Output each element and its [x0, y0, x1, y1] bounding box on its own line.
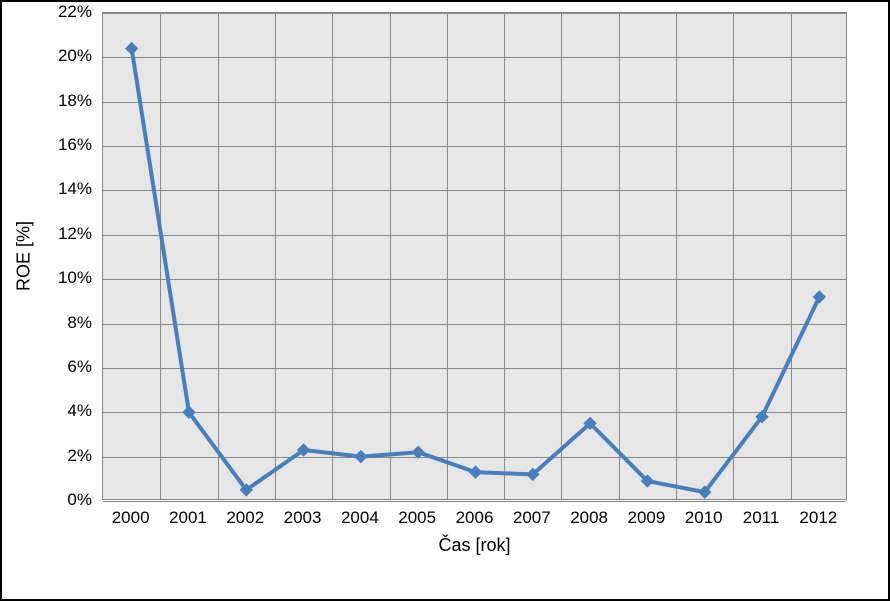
x-tick-label: 2011: [743, 508, 780, 528]
x-tick-label: 2000: [112, 508, 150, 528]
y-tick-label: 12%: [42, 224, 92, 244]
data-series: [103, 13, 848, 501]
y-tick-label: 16%: [42, 135, 92, 155]
x-tick-label: 2002: [226, 508, 264, 528]
x-tick-label: 2012: [799, 508, 837, 528]
series-line: [132, 48, 820, 492]
y-tick-label: 20%: [42, 46, 92, 66]
y-tick-label: 0%: [42, 490, 92, 510]
data-marker: [470, 466, 482, 478]
x-tick-label: 2004: [341, 508, 379, 528]
grid-line: [103, 501, 846, 502]
plot-area: [102, 12, 847, 500]
x-axis-title: Čas [rok]: [438, 535, 510, 556]
y-tick-label: 8%: [42, 313, 92, 333]
x-tick-label: 2006: [456, 508, 494, 528]
x-tick-label: 2005: [398, 508, 436, 528]
y-tick-label: 2%: [42, 446, 92, 466]
x-tick-label: 2001: [169, 508, 207, 528]
y-tick-label: 4%: [42, 401, 92, 421]
chart-frame: ROE [%] Čas [rok] 0% 2% 4% 6% 8% 10% 12% 14% 16%…: [0, 0, 890, 601]
chart: ROE [%] Čas [rok] 0% 2% 4% 6% 8% 10% 12% 14% 16%…: [17, 12, 873, 589]
y-tick-label: 6%: [42, 357, 92, 377]
x-tick-label: 2007: [513, 508, 551, 528]
data-marker: [412, 446, 424, 458]
x-tick-label: 2009: [628, 508, 666, 528]
y-axis-title: ROE [%]: [14, 221, 35, 291]
x-tick-label: 2010: [685, 508, 723, 528]
y-tick-label: 18%: [42, 91, 92, 111]
y-tick-label: 14%: [42, 179, 92, 199]
y-tick-label: 22%: [42, 2, 92, 22]
data-marker: [355, 451, 367, 463]
y-tick-label: 10%: [42, 268, 92, 288]
x-tick-label: 2003: [284, 508, 322, 528]
x-tick-label: 2008: [570, 508, 608, 528]
data-marker: [126, 42, 138, 54]
